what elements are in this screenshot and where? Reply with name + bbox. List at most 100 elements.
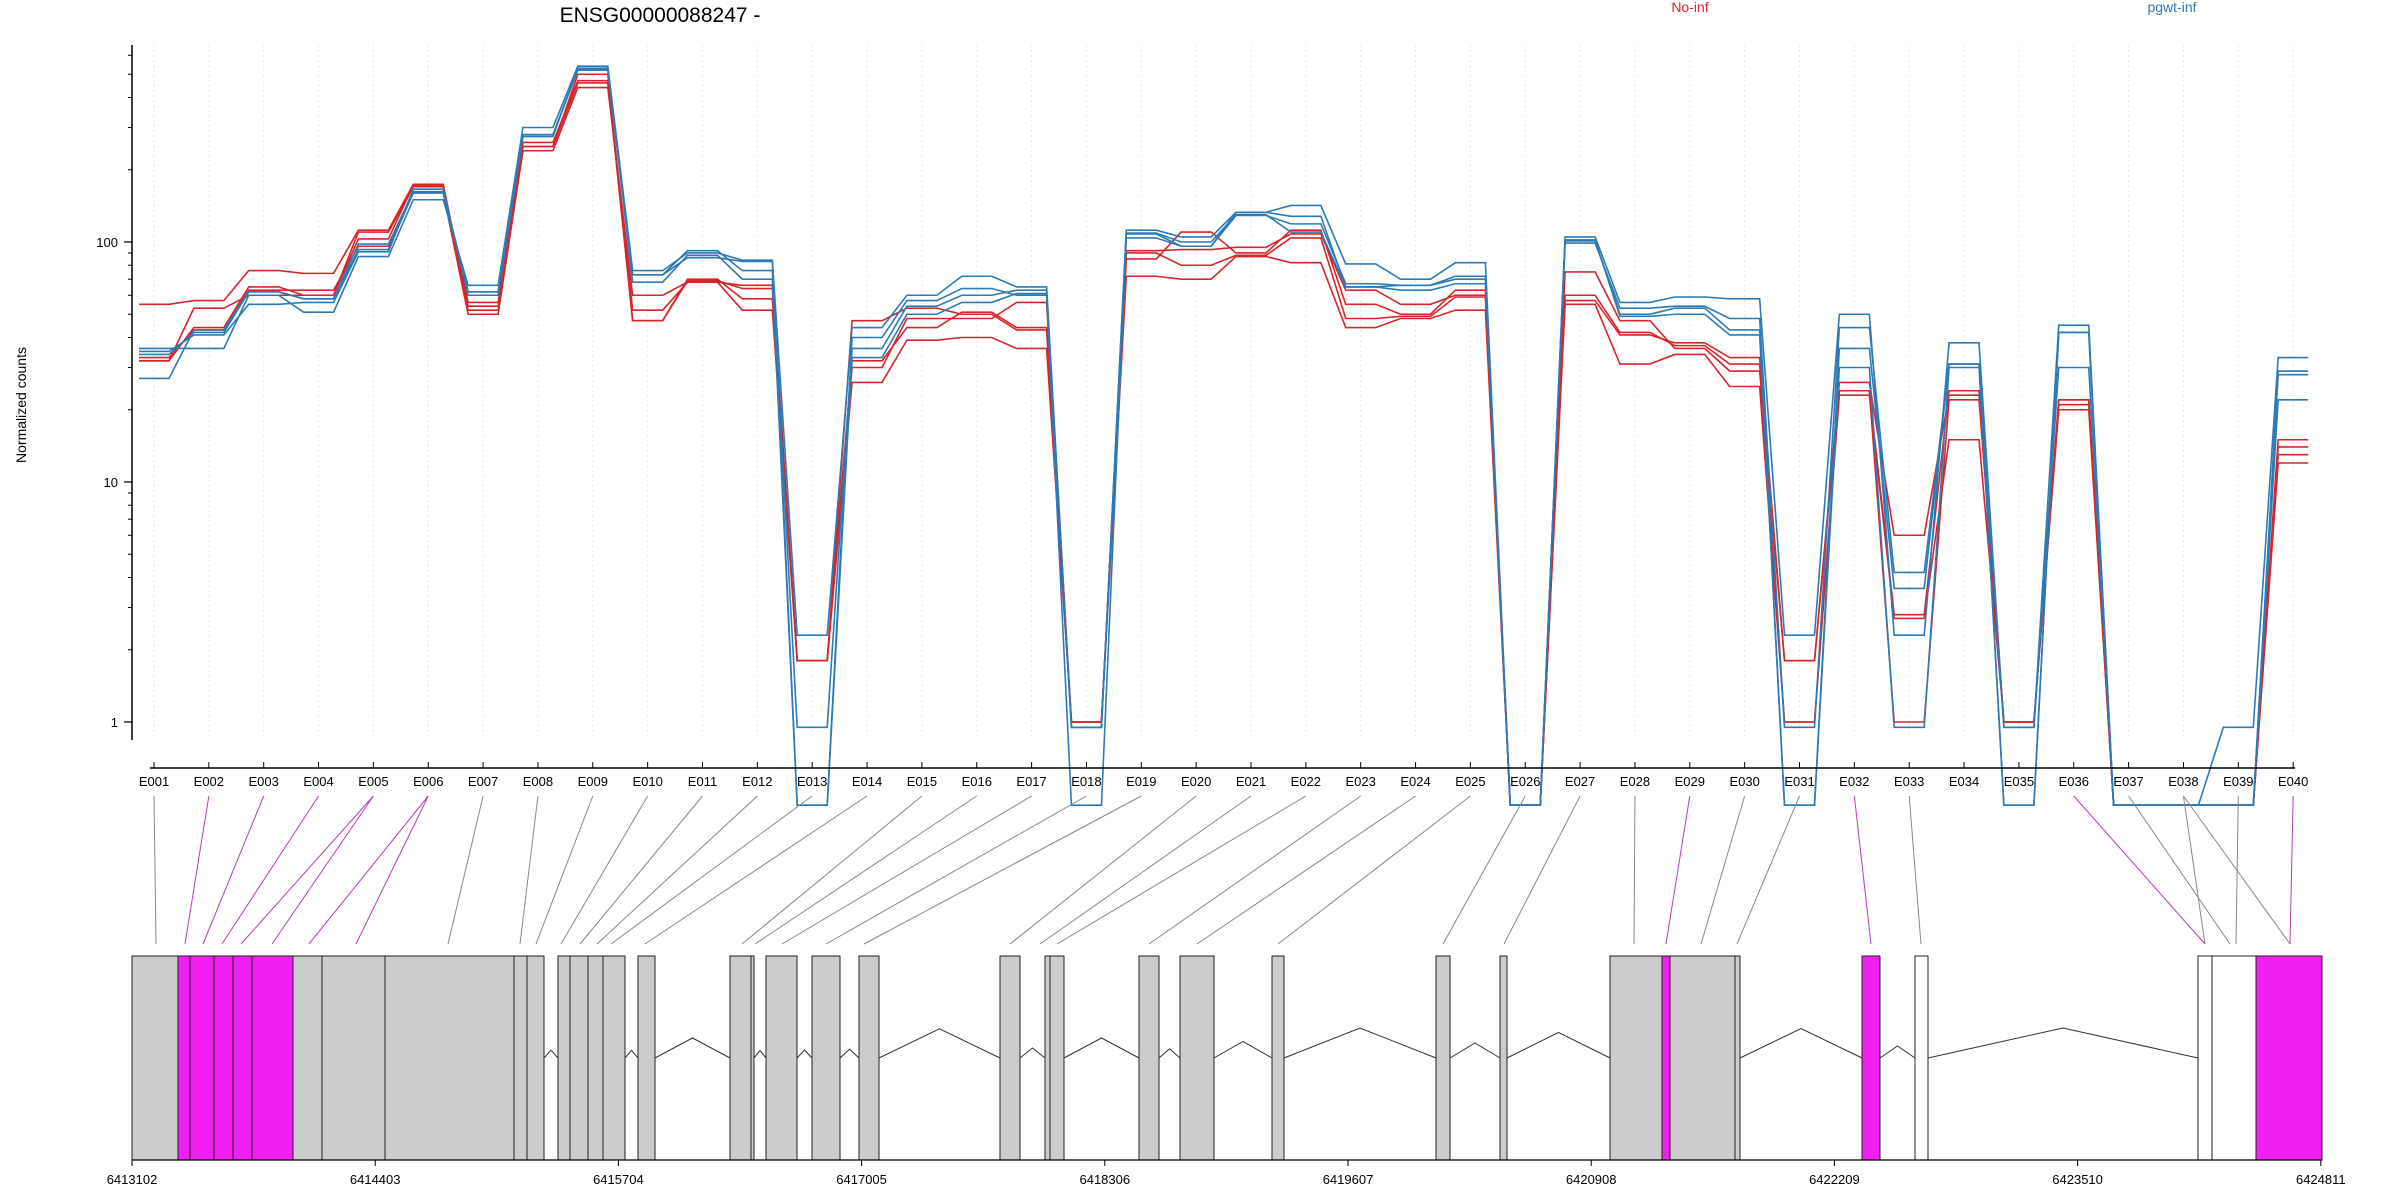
intron-line	[839, 1048, 860, 1059]
exon-connector	[221, 795, 319, 945]
x-tick-label-e020: E020	[1181, 774, 1211, 789]
exon-connector	[355, 795, 429, 945]
x-tick-label-e006: E006	[413, 774, 443, 789]
x-tick-label-e013: E013	[797, 774, 827, 789]
exon-connector	[271, 795, 374, 945]
intron-line	[878, 1028, 1001, 1059]
x-tick-label-e032: E032	[1839, 774, 1869, 789]
x-tick-label-e034: E034	[1949, 774, 1979, 789]
exon-block	[602, 955, 626, 1161]
coordinate-label: 6419607	[1323, 1172, 1374, 1187]
exon-connector	[308, 795, 429, 945]
coordinate-label: 6424811	[2296, 1172, 2346, 1187]
exon-block	[2197, 955, 2213, 1161]
intron-line	[1506, 1031, 1611, 1059]
x-tick-label-e033: E033	[1894, 774, 1924, 789]
intron-line	[1739, 1028, 1863, 1059]
x-tick-label-e036: E036	[2059, 774, 2089, 789]
exon-connector	[1148, 795, 1361, 945]
exon-connector	[2235, 795, 2239, 945]
coordinate-label: 6413102	[107, 1172, 158, 1187]
series-lines	[139, 65, 2309, 807]
exon-connector	[2073, 795, 2206, 945]
x-tick-label-e040: E040	[2278, 774, 2308, 789]
exon-connector	[153, 795, 157, 945]
exon-block	[1914, 955, 1929, 1161]
series-line-pgwt-inf-5	[139, 65, 2309, 807]
exon-block	[557, 955, 571, 1161]
intron-line	[1283, 1027, 1437, 1059]
exon-block	[526, 955, 545, 1161]
legend-label-no-inf: No-inf	[1671, 0, 1708, 15]
coordinate-label: 6415704	[593, 1172, 644, 1187]
exon-block-highlighted	[232, 955, 253, 1161]
exon-block-highlighted	[177, 955, 191, 1161]
exon-block	[811, 955, 841, 1161]
exon-connector	[2289, 795, 2294, 945]
exon-connector	[447, 795, 484, 945]
exon-connector	[519, 795, 539, 945]
intron-line	[1213, 1040, 1273, 1059]
exon-connector	[610, 795, 813, 945]
exon-block	[292, 955, 323, 1161]
x-tick-label-e031: E031	[1784, 774, 1814, 789]
exon-block-highlighted	[1661, 955, 1671, 1161]
y-tick-label: 100	[96, 235, 118, 250]
exon-block-highlighted	[213, 955, 234, 1161]
exon-block	[587, 955, 604, 1161]
coordinate-label: 6414403	[350, 1172, 401, 1187]
exon-block	[384, 955, 515, 1161]
exon-connector	[1009, 795, 1197, 945]
x-tick-label-e018: E018	[1071, 774, 1101, 789]
intron-line	[1927, 1027, 2199, 1059]
x-tick-label-e014: E014	[852, 774, 882, 789]
x-tick-label-e022: E022	[1291, 774, 1321, 789]
exon-block	[1499, 955, 1508, 1161]
y-axis: 1 10 100	[96, 45, 133, 740]
exon-connector	[1633, 795, 1636, 945]
intron-line	[796, 1049, 813, 1059]
exon-connector-lines	[153, 795, 2294, 945]
exon-block	[1179, 955, 1215, 1161]
exon-block	[321, 955, 386, 1161]
intron-line	[753, 1049, 767, 1059]
coordinate-label: 6423510	[2052, 1172, 2103, 1187]
exon-connector	[741, 795, 923, 945]
exon-connector	[1277, 795, 1471, 945]
exon-block-highlighted	[251, 955, 294, 1161]
coordinate-label: 6417005	[836, 1172, 887, 1187]
x-tick-label-e026: E026	[1510, 774, 1540, 789]
gene-model-track	[131, 955, 2323, 1161]
legend-label-pgwt-inf: pgwt-inf	[2147, 0, 2196, 15]
x-tick-label-e015: E015	[907, 774, 937, 789]
exon-block	[1271, 955, 1285, 1161]
exon-block-highlighted	[1861, 955, 1881, 1161]
exon-block	[1044, 955, 1051, 1161]
vertical-gridlines	[153, 45, 2294, 740]
exon-connector	[863, 795, 1142, 945]
x-tick-label-e009: E009	[578, 774, 608, 789]
exon-block	[1049, 955, 1065, 1161]
x-tick-label-e030: E030	[1729, 774, 1759, 789]
intron-line	[654, 1037, 731, 1059]
exon-block-highlighted	[189, 955, 215, 1161]
x-tick-label-e010: E010	[632, 774, 662, 789]
y-tick-label: 1	[111, 715, 118, 730]
exon-block	[1609, 955, 1663, 1161]
exon-block	[765, 955, 798, 1161]
exon-block	[1734, 955, 1741, 1161]
series-line-no-inf-3	[139, 73, 2309, 807]
x-tick-label-e003: E003	[249, 774, 279, 789]
x-tick-label-e002: E002	[194, 774, 224, 789]
exon-connector	[2182, 795, 2206, 945]
intron-line	[1158, 1048, 1181, 1059]
x-tick-label-e019: E019	[1126, 774, 1156, 789]
x-tick-label-e005: E005	[358, 774, 388, 789]
x-tick-label-e028: E028	[1620, 774, 1650, 789]
x-tick-label-e017: E017	[1016, 774, 1046, 789]
exon-connector	[1700, 795, 1746, 945]
coordinate-label: 6418306	[1079, 1172, 1130, 1187]
exon-connector	[825, 795, 1087, 945]
x-axis: E001 E002 E003 E004 E005 E006 E007 E008 E009 E010…	[139, 762, 2308, 789]
exon-block-highlighted	[2255, 955, 2323, 1161]
